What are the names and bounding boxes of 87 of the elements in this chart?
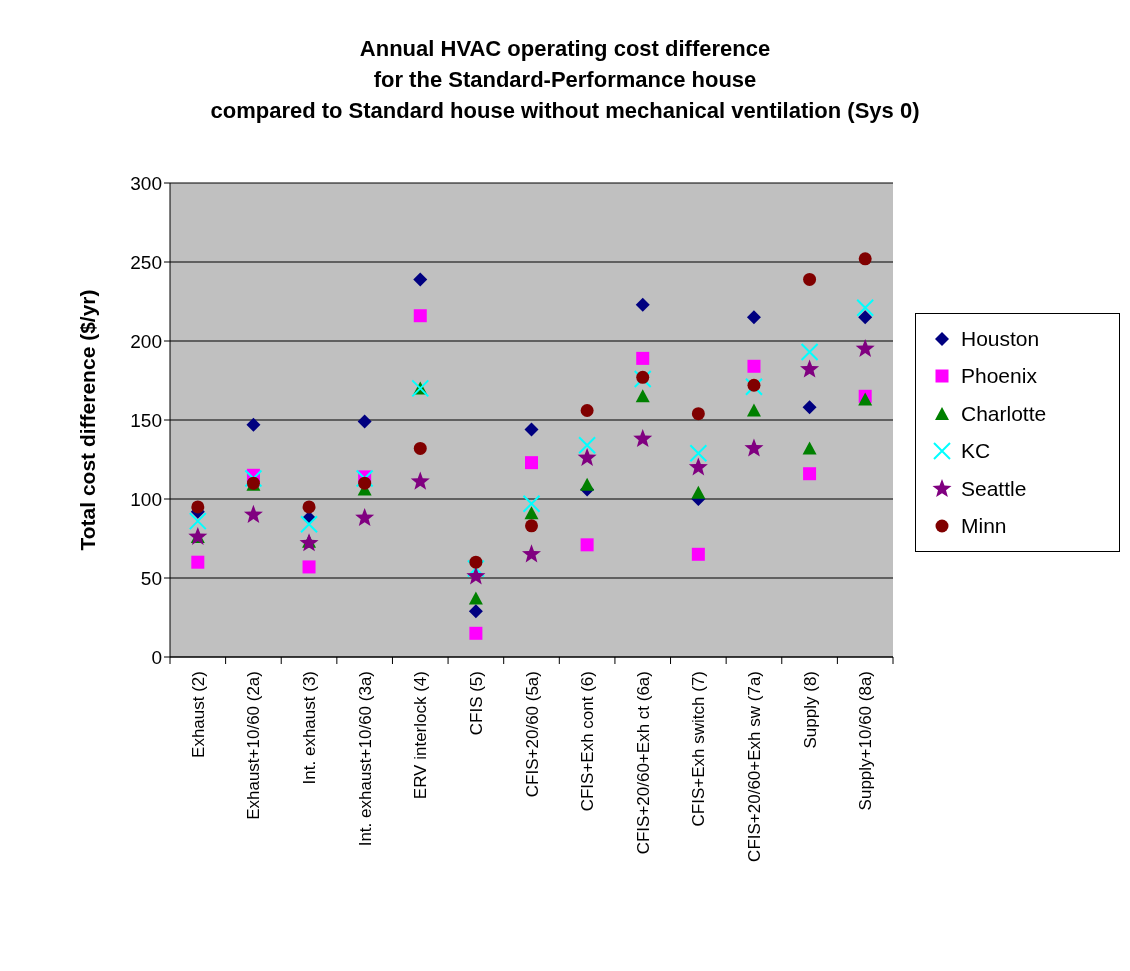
point [355, 507, 375, 527]
point [413, 272, 428, 287]
point [468, 591, 483, 605]
x-tick-label: CFIS+20/60+Exh sw (7a) [744, 671, 764, 862]
point [188, 512, 207, 531]
x-tick-label: CFIS+Exh cont (6) [578, 671, 598, 812]
point [747, 359, 761, 373]
point [635, 389, 650, 403]
y-tick-label: 0 [151, 646, 162, 668]
point [855, 338, 875, 357]
point [246, 417, 261, 432]
point [688, 457, 708, 476]
point [577, 447, 597, 467]
point [802, 400, 817, 415]
point [802, 441, 817, 455]
point [803, 467, 817, 481]
legend-label: Houston [961, 326, 1040, 351]
point [636, 370, 650, 384]
point [635, 297, 650, 312]
point [302, 560, 316, 574]
y-axis-title: Total cost difference ($/yr) [76, 289, 100, 551]
legend-label: KC [961, 439, 991, 464]
point [524, 422, 539, 437]
x-tick-label: Exhaust+10/60 (2a) [244, 671, 264, 820]
point [191, 500, 205, 514]
point [580, 477, 595, 491]
point [302, 500, 316, 514]
point [580, 538, 594, 552]
legend-label: Charlotte [961, 401, 1047, 426]
point [357, 414, 372, 429]
point [469, 555, 483, 569]
x-tick-label: Exhaust (2) [188, 671, 208, 758]
point [633, 428, 653, 448]
y-tick-label: 300 [130, 172, 162, 194]
point [744, 438, 764, 457]
point [636, 351, 650, 365]
x-tick-label: CFIS+20/60+Exh ct (6a) [633, 671, 653, 855]
point [410, 471, 430, 490]
point [358, 476, 372, 490]
point [468, 604, 483, 619]
point [244, 469, 263, 488]
point [746, 403, 761, 417]
point [525, 519, 538, 533]
point [691, 485, 706, 499]
point [746, 310, 761, 325]
x-tick-label: Supply+10/60 (8a) [856, 671, 876, 811]
point [689, 444, 708, 463]
point [521, 544, 542, 563]
x-tick-label: Int. exhaust (3) [300, 671, 320, 785]
point [191, 555, 205, 569]
point [413, 309, 427, 323]
x-tick-label: CFIS+20/60 (5a) [522, 671, 542, 798]
point [856, 298, 875, 317]
legend-label: Seattle [961, 476, 1027, 501]
point [525, 456, 538, 470]
y-tick-label: 50 [140, 567, 162, 589]
point [466, 566, 486, 585]
x-tick-label: ERV interlock (4) [411, 671, 431, 800]
x-tick-label: Int. exhaust+10/60 (3a) [355, 671, 375, 847]
x-tick-label: CFIS (5) [466, 671, 486, 736]
point [580, 404, 594, 418]
point [858, 310, 873, 325]
legend-label: Minn [961, 514, 1007, 539]
point [413, 441, 427, 455]
point [522, 494, 541, 513]
y-tick-label: 250 [130, 251, 162, 273]
point [747, 378, 761, 392]
y-tick-label: 150 [130, 409, 162, 431]
chart-title: Annual HVAC operating cost difference for the Standard-Performance house compared to Standard house without mechanical ventilation (Sys 0) [209, 35, 921, 125]
point [800, 359, 820, 378]
y-tick-label: 200 [130, 330, 162, 352]
point [300, 515, 319, 534]
point [803, 272, 817, 286]
legend-label: Phoenix [961, 364, 1037, 389]
x-tick-label: Supply (8) [800, 671, 820, 749]
point [578, 436, 597, 455]
point [691, 547, 705, 561]
point [469, 626, 483, 640]
y-tick-label: 100 [130, 488, 162, 510]
point [691, 407, 705, 421]
point [524, 506, 539, 520]
point [858, 252, 872, 266]
point [800, 343, 819, 362]
point [243, 504, 263, 523]
x-tick-label: CFIS+Exh switch (7) [689, 671, 709, 827]
point [299, 533, 319, 552]
point [355, 469, 374, 488]
